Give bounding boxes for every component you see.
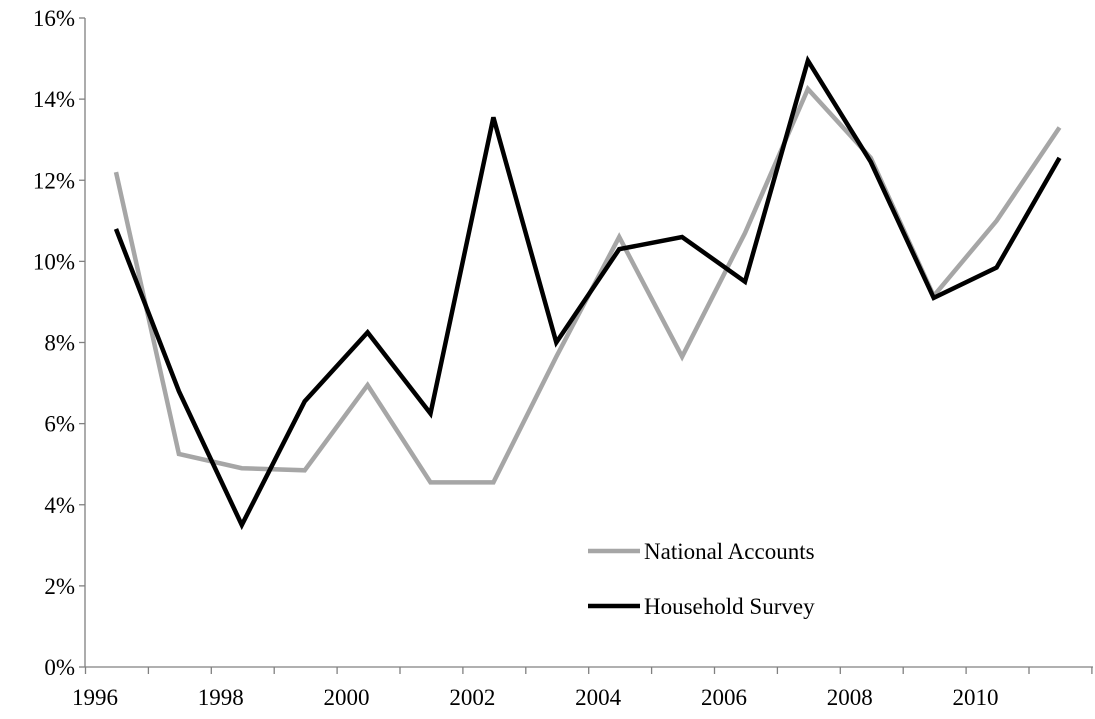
series-line-household-survey: [113, 55, 1062, 531]
x-tick-label: 2006: [701, 685, 747, 710]
y-tick-label: 14%: [33, 87, 75, 112]
legend-label: National Accounts: [644, 539, 815, 564]
y-tick-label: 0%: [44, 655, 75, 680]
legend-label: Household Survey: [644, 594, 815, 619]
y-tick-label: 16%: [33, 6, 75, 31]
axes: [79, 17, 1093, 674]
tick-labels: 0% 2% 4% 6% 8% 10% 12% 14% 16% 1996 1998 2000 2002 20…: [33, 6, 999, 710]
x-tick-label: 2004: [575, 685, 622, 710]
legend: National Accounts Household Survey: [588, 539, 815, 619]
x-tick-label: 2008: [827, 685, 873, 710]
x-tick-label: 2010: [953, 685, 999, 710]
series-lines: [113, 55, 1062, 531]
x-tick-label: 1998: [198, 685, 244, 710]
y-tick-label: 4%: [44, 493, 75, 518]
x-tick-label: 2002: [449, 685, 495, 710]
y-tick-label: 10%: [33, 249, 75, 274]
y-tick-label: 12%: [33, 168, 75, 193]
y-tick-label: 2%: [44, 574, 75, 599]
x-tick-label: 2000: [324, 685, 370, 710]
series-line-national-accounts: [113, 84, 1062, 485]
y-tick-label: 8%: [44, 331, 75, 356]
x-tick-label: 1996: [72, 685, 118, 710]
y-tick-label: 6%: [44, 412, 75, 437]
